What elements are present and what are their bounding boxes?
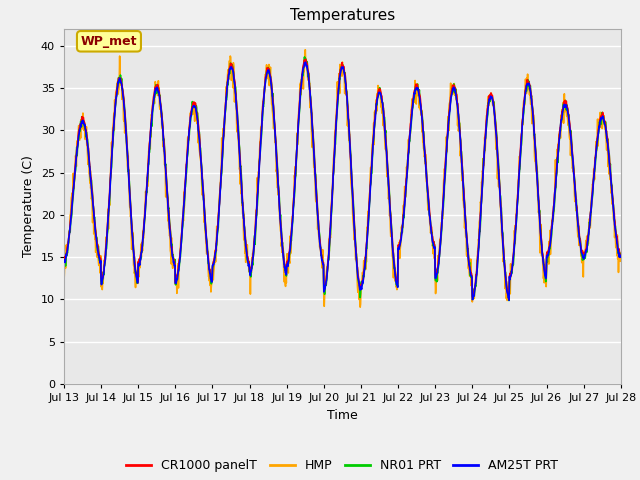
X-axis label: Time: Time bbox=[327, 408, 358, 421]
Y-axis label: Temperature (C): Temperature (C) bbox=[22, 156, 35, 257]
Title: Temperatures: Temperatures bbox=[290, 9, 395, 24]
Text: WP_met: WP_met bbox=[81, 35, 137, 48]
Legend: CR1000 panelT, HMP, NR01 PRT, AM25T PRT: CR1000 panelT, HMP, NR01 PRT, AM25T PRT bbox=[122, 454, 563, 477]
